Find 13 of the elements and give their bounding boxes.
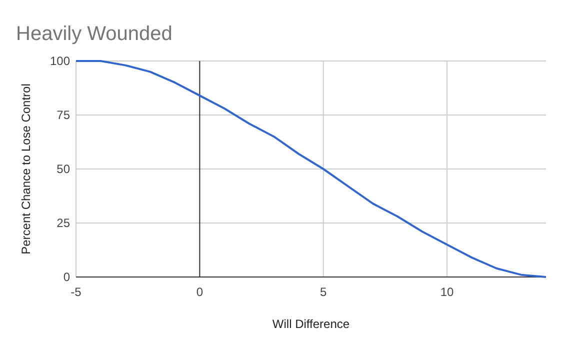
y-tick-label: 100 — [50, 54, 70, 68]
y-axis-title: Percent Chance to Lose Control — [19, 84, 33, 254]
x-axis-title: Will Difference — [272, 317, 350, 331]
x-tick-label: 5 — [320, 285, 328, 299]
x-tick-label: 0 — [196, 285, 204, 299]
x-tick-label: -5 — [70, 285, 82, 299]
line-series — [75, 60, 547, 278]
x-tick-label: 10 — [440, 285, 454, 299]
y-tick-label: 25 — [56, 216, 70, 230]
y-tick-label: 75 — [56, 108, 70, 122]
y-tick-label: 50 — [56, 162, 70, 176]
chart-title: Heavily Wounded — [16, 23, 172, 45]
y-tick-label: 0 — [63, 270, 70, 284]
